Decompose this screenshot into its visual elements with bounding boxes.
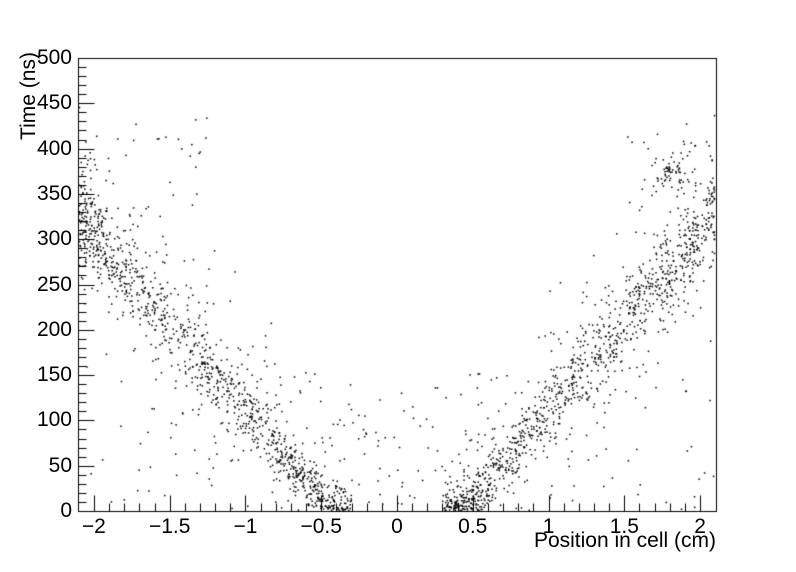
y-tick-label: 100 (36, 408, 72, 432)
y-tick-label: 300 (36, 227, 72, 251)
x-tick-label: 0 (391, 515, 403, 538)
y-tick-label: 150 (36, 363, 72, 387)
y-tick-label: 400 (36, 136, 72, 160)
x-tick-label: −1 (233, 515, 258, 538)
x-axis-title: Position in cell (cm) (533, 529, 716, 552)
x-tick-label: 2 (694, 515, 706, 538)
y-tick-label: 200 (36, 317, 72, 341)
y-tick-label: 450 (36, 91, 72, 115)
x-tick-label: −1.5 (148, 515, 191, 538)
y-tick-label: 50 (48, 453, 72, 477)
y-tick-label: 0 (60, 499, 72, 522)
y-tick-label: 350 (36, 181, 72, 205)
x-tick-label: −0.5 (300, 515, 342, 538)
x-tick-label: 1.5 (609, 515, 639, 538)
x-tick-label: 1 (542, 515, 555, 538)
y-tick-label: 500 (36, 46, 72, 69)
y-tick-label: 250 (36, 272, 72, 296)
x-tick-label: −2 (81, 515, 106, 538)
x-tick-label: 0.5 (458, 515, 488, 538)
